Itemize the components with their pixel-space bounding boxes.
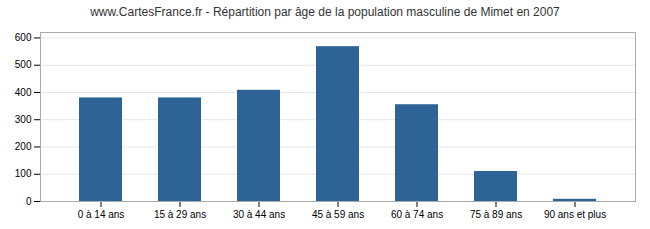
svg-text:75 à 89 ans: 75 à 89 ans xyxy=(470,209,522,220)
svg-text:600: 600 xyxy=(15,32,32,43)
svg-text:90 ans et plus: 90 ans et plus xyxy=(544,209,606,220)
svg-text:0: 0 xyxy=(26,196,32,207)
svg-text:45 à 59 ans: 45 à 59 ans xyxy=(312,209,364,220)
svg-text:0 à 14 ans: 0 à 14 ans xyxy=(78,209,125,220)
svg-text:15 à 29 ans: 15 à 29 ans xyxy=(154,209,206,220)
svg-text:60 à 74 ans: 60 à 74 ans xyxy=(391,209,443,220)
svg-text:500: 500 xyxy=(15,59,32,70)
svg-text:300: 300 xyxy=(15,114,32,125)
html-text:www.CartesFrance.fr - Répartit: www.CartesFrance.fr - Répartition par âg… xyxy=(90,5,560,19)
svg-text:100: 100 xyxy=(15,168,32,179)
svg-text:200: 200 xyxy=(15,141,32,152)
svg-text:400: 400 xyxy=(15,87,32,98)
svg-text:30 à 44 ans: 30 à 44 ans xyxy=(233,209,285,220)
